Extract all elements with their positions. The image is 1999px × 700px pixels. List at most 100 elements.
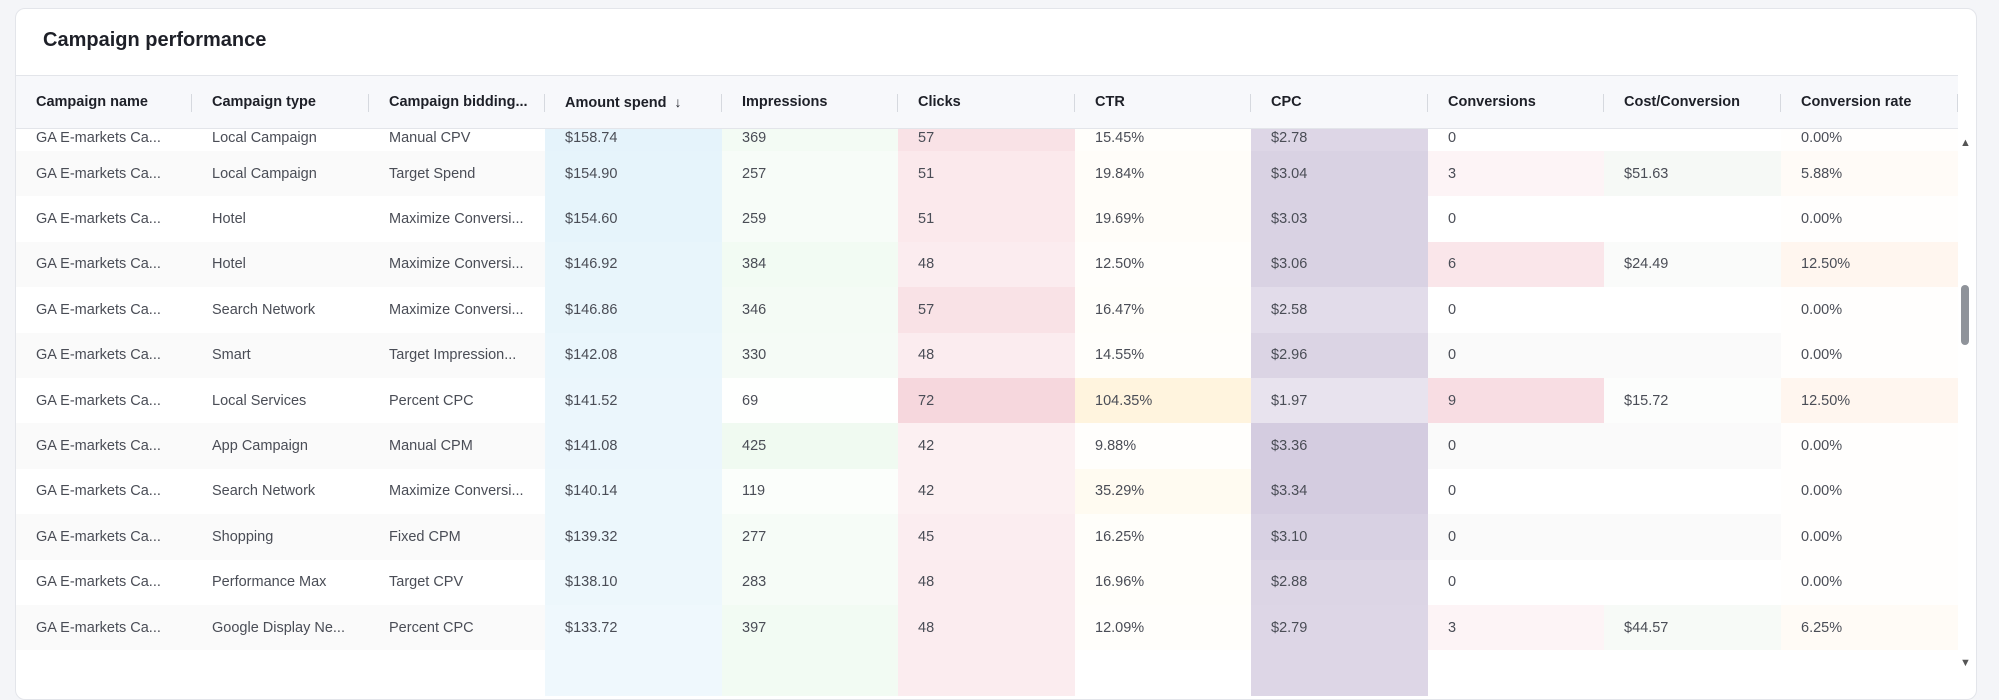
- table-row[interactable]: GA E-markets Ca... Google Display Ne... Pe…: [16, 604, 1958, 651]
- header-label: Amount spend: [565, 94, 667, 111]
- table-row[interactable]: GA E-markets Ca... Performance Max Target …: [16, 559, 1958, 605]
- header-label: Clicks: [918, 94, 961, 110]
- cell-conversions: 0: [1428, 514, 1604, 560]
- cell-clicks: 48: [898, 332, 1075, 378]
- column-divider[interactable]: [1603, 94, 1604, 112]
- cell-cost-per-conversion: [1604, 196, 1781, 241]
- header-conversions[interactable]: Conversions: [1428, 75, 1604, 129]
- cell-clicks: 57: [898, 128, 1075, 151]
- cell-ctr: 9.88%: [1075, 423, 1251, 469]
- cell-ctr: 35.29%: [1075, 468, 1251, 515]
- cell-campaign-type: [192, 650, 369, 695]
- cell-clicks: [898, 650, 1075, 696]
- table-row[interactable]: GA E-markets Ca... Hotel Maximize Conversi…: [16, 196, 1958, 242]
- column-divider[interactable]: [1427, 94, 1428, 112]
- cell-cpc: $2.78: [1251, 128, 1428, 151]
- cell-clicks: 48: [898, 241, 1075, 288]
- header-clicks[interactable]: Clicks: [898, 75, 1075, 129]
- column-divider[interactable]: [721, 94, 722, 112]
- header-label: Conversions: [1448, 94, 1536, 110]
- header-impressions[interactable]: Impressions: [722, 75, 898, 129]
- cell-ctr: 16.96%: [1075, 559, 1251, 605]
- table-row[interactable]: [16, 650, 1958, 696]
- cell-ctr: 12.50%: [1075, 241, 1251, 288]
- table-row[interactable]: GA E-markets Ca... Hotel Maximize Conversi…: [16, 241, 1958, 288]
- column-divider[interactable]: [544, 94, 545, 112]
- header-campaign-name[interactable]: Campaign name: [16, 75, 192, 129]
- cell-cost-per-conversion: [1604, 560, 1781, 605]
- header-conversion-rate[interactable]: Conversion rate: [1781, 75, 1958, 129]
- cell-conversion-rate: 0.00%: [1781, 423, 1958, 469]
- cell-conversion-rate: 0.00%: [1781, 196, 1958, 242]
- scroll-down-icon[interactable]: ▼: [1960, 657, 1971, 669]
- cell-cpc: $3.36: [1251, 423, 1428, 469]
- cell-campaign-type: Smart: [192, 332, 369, 378]
- column-divider[interactable]: [897, 94, 898, 112]
- cell-amount-spend: $154.60: [545, 196, 722, 242]
- campaign-performance-card: Campaign performance Campaign name Campai…: [15, 8, 1977, 700]
- header-cost-per-conversion[interactable]: Cost/Conversion: [1604, 75, 1781, 129]
- cell-cpc: $3.03: [1251, 196, 1428, 242]
- cell-cpc: $3.34: [1251, 468, 1428, 515]
- header-label: Campaign bidding...: [389, 94, 528, 110]
- cell-cpc: [1251, 650, 1428, 696]
- cell-conversion-rate: 0.00%: [1781, 287, 1958, 333]
- cell-cost-per-conversion: [1604, 129, 1781, 152]
- cell-ctr: 14.55%: [1075, 332, 1251, 378]
- column-divider[interactable]: [1250, 94, 1251, 112]
- header-amount-spend[interactable]: Amount spend ↓: [545, 75, 722, 129]
- scrollbar-thumb[interactable]: [1961, 285, 1969, 345]
- campaign-table: Campaign name Campaign type Campaign biddi…: [16, 75, 1958, 696]
- table-row[interactable]: GA E-markets Ca... Local Campaign Target S…: [16, 151, 1958, 197]
- cell-campaign-bidding: Manual CPV: [389, 130, 471, 146]
- table-row[interactable]: GA E-markets Ca... Search Network Maximize…: [16, 468, 1958, 515]
- column-divider[interactable]: [1780, 94, 1781, 112]
- cell-campaign-name: GA E-markets Ca...: [16, 514, 192, 560]
- sort-arrow-down-icon[interactable]: ↓: [674, 93, 682, 110]
- cell-clicks: 42: [898, 423, 1075, 469]
- table-header-row: Campaign name Campaign type Campaign biddi…: [16, 75, 1958, 129]
- table-container: Campaign name Campaign type Campaign biddi…: [16, 75, 1976, 696]
- cell-cost-per-conversion: $15.72: [1604, 377, 1781, 424]
- cell-amount-spend: $154.90: [545, 151, 722, 197]
- cell-ctr: [1075, 650, 1251, 695]
- table-row[interactable]: GA E-markets Ca... Smart Target Impression…: [16, 332, 1958, 378]
- cell-amount-spend: $141.08: [545, 423, 722, 469]
- vertical-scrollbar[interactable]: ▲ ▼: [1956, 129, 1976, 674]
- table-row[interactable]: GA E-markets Ca... App Campaign Manual CPM…: [16, 423, 1958, 469]
- cell-campaign-bidding: Maximize Conversi...: [389, 211, 524, 228]
- cell-conversions: 0: [1448, 574, 1457, 591]
- table-row[interactable]: GA E-markets Ca... Search Network Maximize…: [16, 287, 1958, 333]
- cell-ctr: 16.47%: [1075, 287, 1251, 333]
- column-divider[interactable]: [368, 94, 369, 112]
- cell-clicks: 48: [898, 604, 1075, 651]
- cell-cost-per-conversion: [1604, 469, 1781, 514]
- cell-cost-per-conversion: [1604, 514, 1781, 560]
- cell-impressions: 346: [722, 287, 898, 333]
- cell-impressions: 283: [722, 559, 898, 605]
- cell-campaign-type: Performance Max: [212, 574, 327, 591]
- cell-amount-spend: $142.08: [545, 332, 722, 378]
- header-campaign-bidding[interactable]: Campaign bidding...: [369, 75, 545, 129]
- header-label: CTR: [1095, 94, 1125, 110]
- cell-cost-per-conversion: [1604, 287, 1781, 332]
- header-campaign-type[interactable]: Campaign type: [192, 75, 369, 129]
- cell-conversions: 0: [1448, 483, 1457, 500]
- cell-campaign-name: GA E-markets Ca...: [36, 301, 161, 318]
- table-row[interactable]: GA E-markets Ca... Local Services Percent …: [16, 377, 1958, 424]
- header-ctr[interactable]: CTR: [1075, 75, 1251, 129]
- cell-amount-spend: $140.14: [545, 468, 722, 515]
- cell-impressions: 384: [722, 241, 898, 288]
- table-row[interactable]: GA E-markets Ca... Shopping Fixed CPM $139.…: [16, 514, 1958, 560]
- cell-cost-per-conversion: [1604, 650, 1781, 695]
- cell-conversions: 9: [1428, 377, 1604, 424]
- column-divider[interactable]: [191, 94, 192, 112]
- cell-cpc: $3.04: [1251, 151, 1428, 197]
- table-row[interactable]: GA E-markets Ca... Local Campaign Manual C…: [16, 128, 1958, 152]
- cell-conversion-rate: 0.00%: [1781, 559, 1958, 605]
- column-divider[interactable]: [1074, 94, 1075, 112]
- column-divider[interactable]: [1957, 94, 1958, 112]
- cell-campaign-bidding: [369, 650, 545, 695]
- header-cpc[interactable]: CPC: [1251, 75, 1428, 129]
- scroll-up-icon[interactable]: ▲: [1960, 137, 1971, 149]
